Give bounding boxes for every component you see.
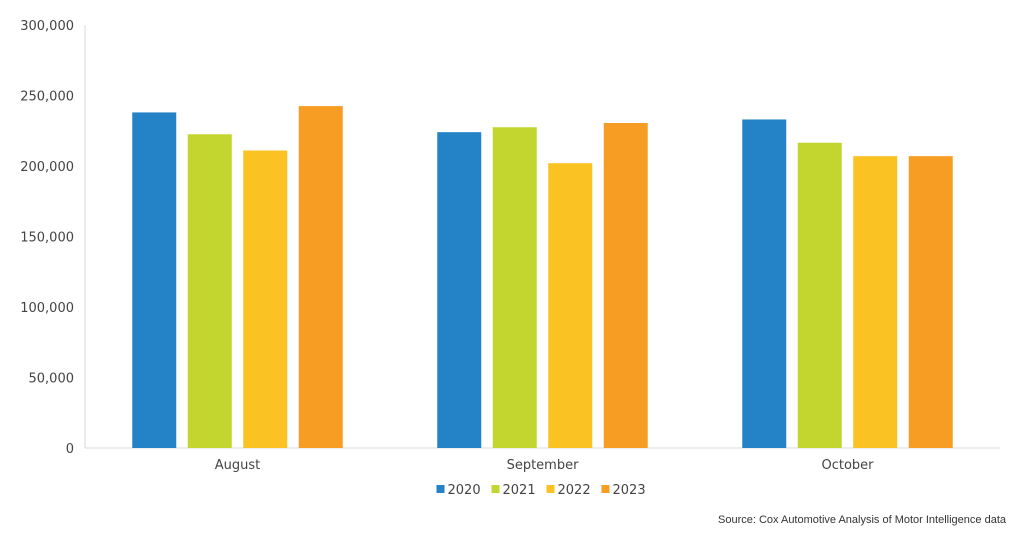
y-tick-label: 250,000: [20, 90, 74, 105]
source-note: Source: Cox Automotive Analysis of Motor…: [718, 514, 1006, 526]
y-tick-label: 300,000: [20, 19, 74, 34]
bar-october-2020: [742, 119, 787, 448]
y-tick-label: 100,000: [20, 301, 74, 316]
bar-september-2021: [492, 127, 537, 448]
x-tick-label: September: [507, 458, 580, 473]
legend-label-2023: 2023: [613, 483, 646, 498]
axes: [84, 25, 1000, 449]
x-axis-tick-labels: August September October: [215, 458, 874, 473]
legend-label-2020: 2020: [448, 483, 481, 498]
bar-august-2021: [187, 134, 232, 448]
bar-august-2022: [243, 150, 288, 449]
bar-october-2021: [797, 142, 842, 449]
legend-label-2022: 2022: [558, 483, 591, 498]
bar-september-2020: [437, 132, 482, 448]
y-axis-tick-labels: 0 50,000 100,000 150,000 200,000 250,000 300,0…: [20, 19, 74, 457]
y-tick-label: 150,000: [20, 231, 74, 246]
bar-october-2022: [853, 156, 898, 448]
legend-swatch-2020: [436, 485, 445, 493]
x-tick-label: October: [821, 458, 874, 473]
bar-september-2023: [603, 122, 648, 449]
legend-swatch-2023: [601, 485, 610, 493]
x-tick-label: August: [215, 458, 261, 473]
bar-august-2023: [298, 106, 343, 448]
legend: 2020 2021 2022 2023: [436, 483, 646, 498]
bar-october-2023: [908, 156, 953, 448]
legend-swatch-2021: [491, 485, 500, 493]
y-tick-label: 50,000: [29, 372, 75, 387]
bar-series: [132, 106, 953, 449]
y-tick-label: 200,000: [20, 160, 74, 175]
y-tick-label: 0: [66, 442, 74, 457]
bar-august-2020: [132, 112, 177, 449]
legend-swatch-2022: [546, 485, 555, 493]
bar-september-2022: [548, 163, 593, 448]
legend-label-2021: 2021: [503, 483, 536, 498]
